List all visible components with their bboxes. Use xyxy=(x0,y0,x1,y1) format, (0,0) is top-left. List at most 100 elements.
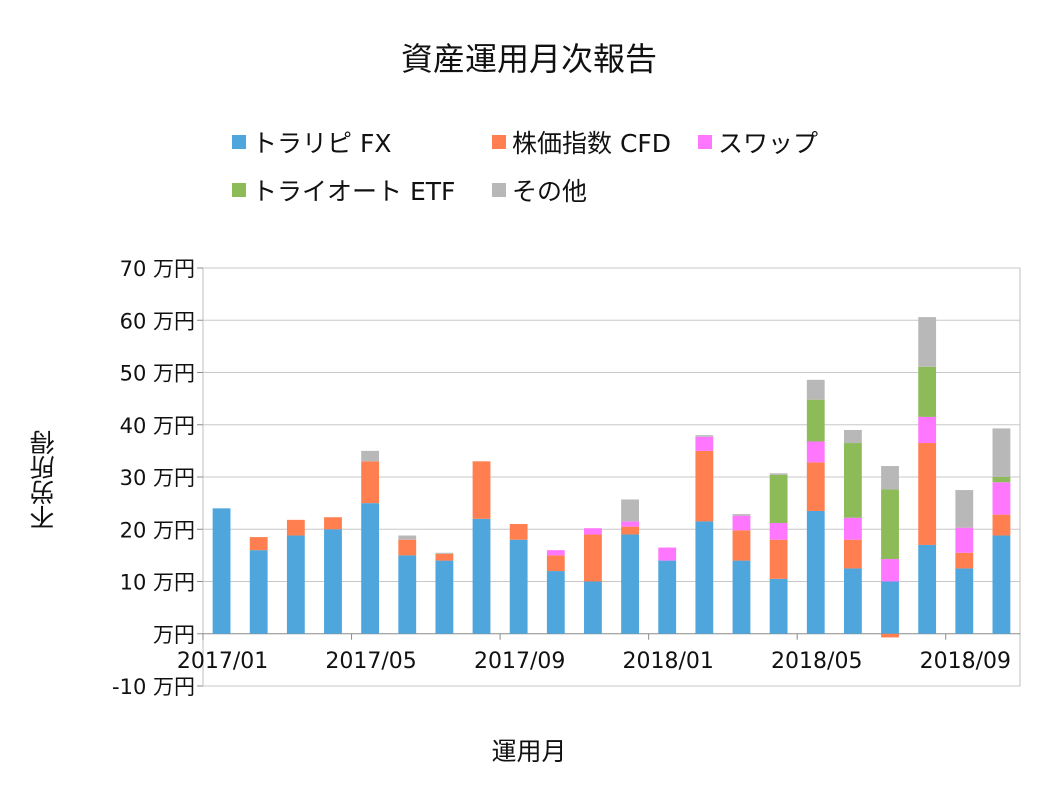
bar-2017-02-series-0 xyxy=(249,550,268,634)
bar-2017-05-series-1 xyxy=(361,461,380,504)
bar-2017-03-series-1 xyxy=(286,519,305,536)
bar-2017-10-series-1 xyxy=(546,555,565,572)
bar-2018-07-series-1 xyxy=(881,633,899,638)
legend-item-torarip[interactable]: トラリピ FX xyxy=(232,124,391,160)
bar-2017-11-series-1 xyxy=(584,534,602,582)
bar-2018-01-series-0 xyxy=(658,560,677,634)
bar-2017-12-series-2 xyxy=(621,521,639,527)
bar-2018-03-series-2 xyxy=(732,515,751,531)
y-tick-label: 50 万円 xyxy=(120,362,195,386)
bar-2017-02-series-1 xyxy=(249,537,268,551)
bar-2018-04-series-2 xyxy=(769,522,788,540)
bar-2017-07-series-1 xyxy=(435,553,454,561)
bar-2017-01-series-0 xyxy=(212,508,231,634)
x-tick-label: 2017/01 xyxy=(177,649,268,674)
bar-2018-08-series-1 xyxy=(918,443,937,545)
legend-item-triauto[interactable]: トライオート ETF xyxy=(232,172,455,208)
y-tick-label: 60 万円 xyxy=(120,309,195,333)
bar-2017-05-series-0 xyxy=(361,503,380,634)
bar-2017-08-series-0 xyxy=(472,518,491,634)
y-tick-label: -10 万円 xyxy=(112,675,195,699)
bar-2017-12-series-4 xyxy=(621,499,639,522)
bar-2017-12-series-0 xyxy=(621,534,639,634)
bar-2018-02-series-2 xyxy=(695,436,714,451)
bar-2017-04-series-0 xyxy=(324,529,342,634)
bar-2018-10-series-0 xyxy=(992,535,1011,634)
bar-2018-04-series-1 xyxy=(769,539,788,579)
bar-2017-05-series-4 xyxy=(361,450,380,462)
y-tick-label: 30 万円 xyxy=(120,466,195,490)
bar-2017-11-series-2 xyxy=(584,528,602,535)
y-tick-label: 40 万円 xyxy=(120,414,195,438)
bar-2018-08-series-0 xyxy=(918,544,937,634)
x-tick-label: 2018/09 xyxy=(920,649,1011,674)
bar-2018-08-series-3 xyxy=(918,366,937,417)
bar-2018-05-series-4 xyxy=(806,379,825,400)
bar-2017-06-series-4 xyxy=(398,535,417,540)
bar-2018-07-series-2 xyxy=(881,559,899,582)
bar-2018-05-series-0 xyxy=(806,510,825,634)
bar-2018-04-series-4 xyxy=(769,473,788,475)
bar-2017-09-series-1 xyxy=(509,524,528,540)
bar-2017-12-series-1 xyxy=(621,526,639,535)
bar-2018-09-series-4 xyxy=(955,490,974,528)
bar-2018-10-series-4 xyxy=(992,428,1011,477)
bar-2018-09-series-2 xyxy=(955,527,974,553)
bar-2018-03-series-1 xyxy=(732,530,751,561)
bar-2018-08-series-2 xyxy=(918,416,937,444)
bar-2018-05-series-3 xyxy=(806,399,825,442)
y-tick-label: 70 万円 xyxy=(120,257,195,281)
bar-2017-07-series-4 xyxy=(435,552,454,554)
bar-2017-03-series-0 xyxy=(286,535,305,634)
legend-label: トライオート ETF xyxy=(252,177,456,206)
bar-2018-06-series-0 xyxy=(843,568,862,634)
bar-2017-10-series-0 xyxy=(546,571,565,634)
bar-2018-02-series-1 xyxy=(695,450,714,522)
bar-2017-10-series-2 xyxy=(546,550,565,556)
legend-swatch xyxy=(492,135,506,149)
x-tick-label: 2017/09 xyxy=(474,649,565,674)
legend-swatch xyxy=(232,135,246,149)
x-tick-label: 2018/01 xyxy=(623,649,714,674)
bar-2017-11-series-0 xyxy=(584,581,602,634)
legend-label: その他 xyxy=(512,177,588,206)
bar-2018-05-series-2 xyxy=(806,441,825,463)
y-tick-label: 万円 xyxy=(153,623,195,647)
bar-2017-09-series-0 xyxy=(509,539,528,634)
legend-item-other[interactable]: その他 xyxy=(492,172,587,208)
legend-label: トラリピ FX xyxy=(252,129,392,158)
legend-label: 株価指数 CFD xyxy=(512,129,672,158)
bar-2018-06-series-4 xyxy=(843,429,862,444)
bar-2018-10-series-1 xyxy=(992,514,1011,536)
bar-2018-07-series-4 xyxy=(881,466,899,490)
bar-2018-02-series-0 xyxy=(695,521,714,634)
bar-2018-08-series-4 xyxy=(918,317,937,367)
bar-2018-06-series-3 xyxy=(843,443,862,518)
x-tick-label: 2018/05 xyxy=(771,649,862,674)
legend-swatch xyxy=(698,135,712,149)
bar-2018-01-series-2 xyxy=(658,547,677,561)
legend-label: スワップ xyxy=(718,129,819,158)
y-tick-label: 20 万円 xyxy=(120,518,195,542)
bar-2017-06-series-0 xyxy=(398,555,417,634)
bar-2018-02-series-4 xyxy=(695,435,714,437)
bar-2017-06-series-1 xyxy=(398,539,417,556)
legend-swatch xyxy=(232,183,246,197)
bar-2018-10-series-3 xyxy=(992,477,1011,483)
x-tick-label: 2017/05 xyxy=(325,649,416,674)
bar-2017-07-series-0 xyxy=(435,560,454,634)
chart-title: 資産運用月次報告 xyxy=(400,40,657,78)
bar-2018-09-series-1 xyxy=(955,552,974,569)
x-axis-title: 運用月 xyxy=(491,737,567,766)
legend-swatch xyxy=(492,183,506,197)
bar-2018-07-series-0 xyxy=(881,581,899,634)
bar-2018-05-series-1 xyxy=(806,462,825,511)
bar-2018-09-series-0 xyxy=(955,568,974,634)
bar-2018-10-series-2 xyxy=(992,482,1011,515)
bar-2018-04-series-0 xyxy=(769,578,788,634)
legend-item-cfd[interactable]: 株価指数 CFD xyxy=(492,124,671,160)
legend-item-swap[interactable]: スワップ xyxy=(698,124,818,160)
bar-2018-04-series-3 xyxy=(769,474,788,523)
